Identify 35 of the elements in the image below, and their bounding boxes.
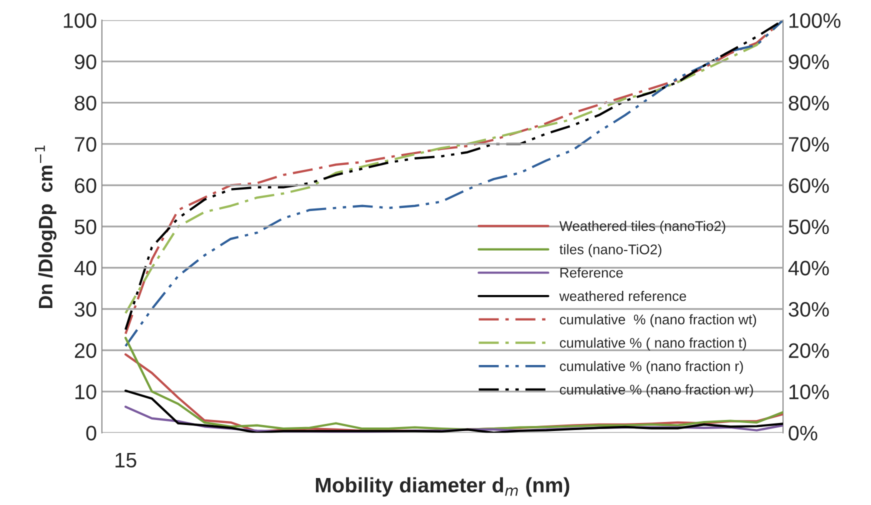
legend-label: cumulative % ( nano fraction t) xyxy=(560,338,746,351)
legend-label: cumulative % (nano fraction wt) xyxy=(560,314,756,328)
legend-label: cumulative % (nano fraction wr) xyxy=(560,384,753,398)
y2-tick-label: 60% xyxy=(788,178,829,193)
y-tick-label: 40 xyxy=(74,260,96,276)
y-tick-label: 90 xyxy=(74,54,96,70)
y2-tick-label: 0% xyxy=(788,426,818,441)
y-tick-label: 100 xyxy=(64,13,96,28)
legend-label: Reference xyxy=(560,268,623,278)
x-tick-label: 15 xyxy=(116,452,136,468)
y2-tick-label: 40% xyxy=(788,260,829,276)
y-axis-title: Dn /DlogDp cm$^{−1}$ xyxy=(34,146,56,308)
x-axis-title: Mobility diameter d$_{m}$ (nm) xyxy=(316,477,570,497)
line-series xyxy=(124,406,784,433)
y2-tick-label: 90% xyxy=(788,54,829,70)
y-tick-label: 80 xyxy=(74,96,96,110)
y-tick-label: 30 xyxy=(74,302,96,317)
legend-label: tiles (nano-TiO2) xyxy=(560,244,662,258)
legend-label: weathered reference xyxy=(559,290,686,302)
y2-tick-label: 10% xyxy=(789,384,829,400)
y2-tick-label: 30% xyxy=(788,302,829,317)
y2-tick-label: 80% xyxy=(788,96,829,110)
y-tick-label: 50 xyxy=(74,219,96,234)
y-tick-label: 20 xyxy=(74,343,96,358)
legend-label: cumulative % (nano fraction r) xyxy=(560,360,743,374)
y2-tick-label: 50% xyxy=(788,219,829,234)
y2-tick-label: 100% xyxy=(789,13,840,28)
line-series xyxy=(124,336,784,431)
legend-label: Weathered tiles (nanoTio2) xyxy=(559,220,726,234)
y-tick-label: 0 xyxy=(86,426,96,441)
y-tick-label: 70 xyxy=(74,136,96,152)
y-tick-label: 60 xyxy=(74,178,96,193)
y-tick-label: 10 xyxy=(75,384,96,400)
y2-tick-label: 20% xyxy=(788,343,829,358)
y2-tick-label: 70% xyxy=(788,136,829,152)
